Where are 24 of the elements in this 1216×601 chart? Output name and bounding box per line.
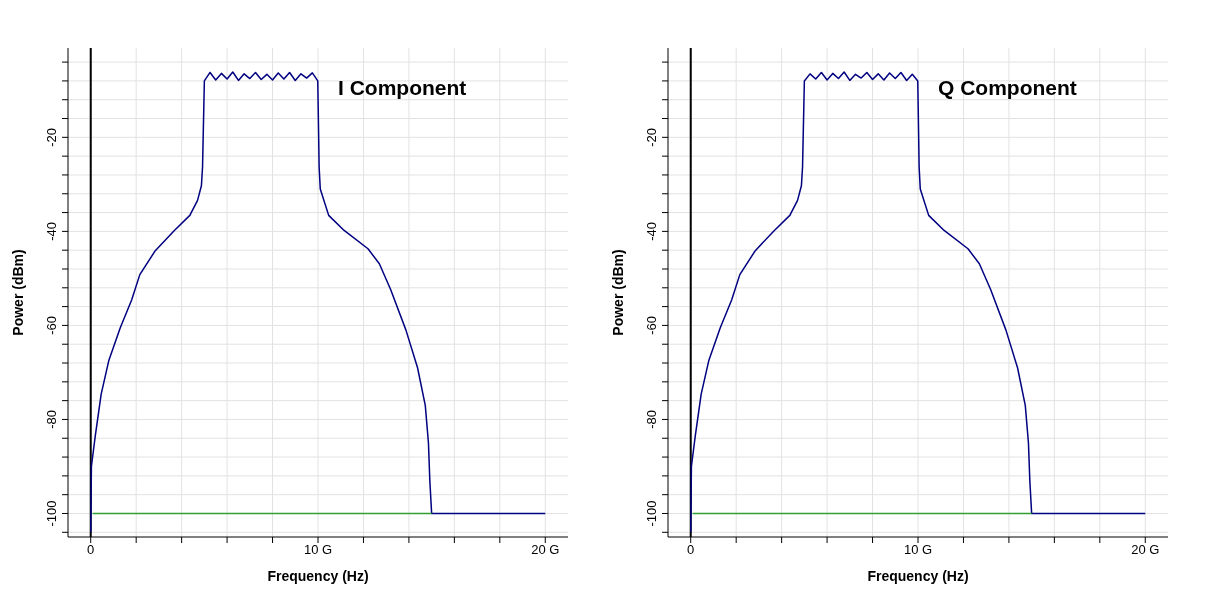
y-tick-label: -20 [44,127,59,147]
annotation: I Component [338,76,467,100]
x-tick-label: 20 G [531,542,560,558]
y-tick-label: -100 [44,500,59,527]
y-tick-label: -80 [44,410,59,429]
line-series [689,71,1147,534]
y-tick-label: -80 [644,410,659,429]
x-axis-title: Frequency (Hz) [867,568,969,584]
y-axis-title: Power (dBm) [9,249,26,336]
y-axis-title: Power (dBm) [609,249,626,336]
x-tick-label: 20 G [1131,542,1160,558]
x-axis-title: Frequency (Hz) [267,568,369,584]
x-tick-label: 10 G [903,542,933,558]
y-tick-label: -20 [644,127,659,147]
annotation: Q Component [938,76,1077,100]
y-tick-label: -40 [44,221,59,241]
y-tick-label: -100 [644,500,659,527]
y-tick-label: -60 [644,316,659,335]
x-tick-label: 10 G [303,542,333,558]
y-tick-label: -40 [644,221,659,241]
y-tick-label: -60 [44,316,59,335]
line-series [89,71,547,534]
x-tick-label: 0 [687,542,695,558]
x-tick-label: 0 [87,542,95,558]
